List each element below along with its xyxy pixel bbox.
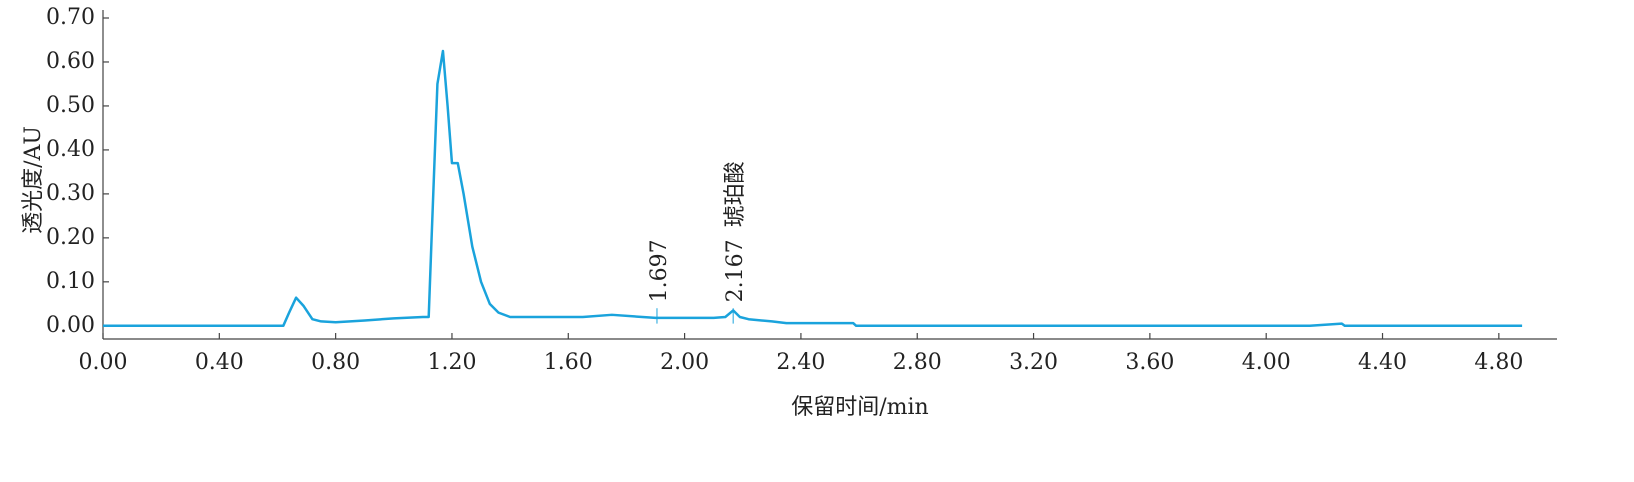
y-tick-label: 0.60	[46, 49, 95, 74]
annotation-label: 琥珀酸	[723, 161, 748, 227]
y-tick-label: 0.30	[46, 181, 95, 206]
annotation-label: 2.167	[723, 239, 748, 302]
y-tick-label: 0.40	[46, 137, 95, 162]
y-tick-label: 0.50	[46, 93, 95, 118]
x-axis-label: 保留时间/min	[791, 395, 928, 420]
x-tick-label: 3.60	[1125, 350, 1174, 375]
y-axis-label: 透光度/AU	[21, 126, 46, 234]
x-tick-label: 4.40	[1358, 350, 1407, 375]
x-tick-label: 4.00	[1242, 350, 1291, 375]
x-tick-label: 1.60	[544, 350, 593, 375]
x-tick-label: 3.20	[1009, 350, 1058, 375]
y-tick-label: 0.00	[46, 313, 95, 338]
x-tick-label: 0.80	[311, 350, 360, 375]
x-tick-label: 4.80	[1474, 350, 1523, 375]
x-tick-label: 0.00	[79, 350, 128, 375]
signal-line	[103, 49, 1523, 328]
x-tick-label: 0.40	[195, 350, 244, 375]
y-tick-label: 0.70	[46, 5, 95, 30]
annotation-label: 1.697	[647, 239, 672, 302]
x-tick-label: 2.80	[893, 350, 942, 375]
y-tick-label: 0.20	[46, 225, 95, 250]
y-tick-label: 0.10	[46, 269, 95, 294]
x-tick-label: 2.00	[660, 350, 709, 375]
x-tick-label: 1.20	[427, 350, 476, 375]
x-tick-label: 2.40	[776, 350, 825, 375]
